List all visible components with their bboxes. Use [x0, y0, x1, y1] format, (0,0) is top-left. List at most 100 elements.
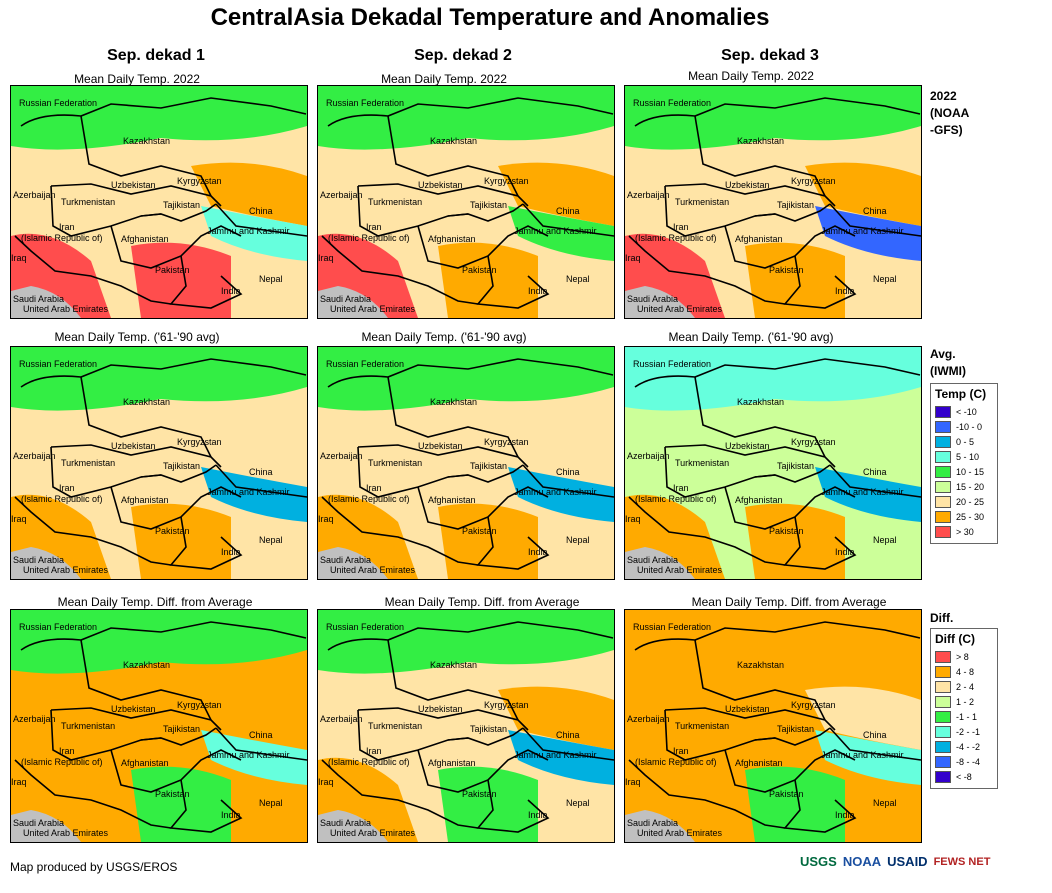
country-border [387, 376, 519, 458]
map-label: Afghanistan [735, 234, 783, 244]
map-label: Turkmenistan [675, 458, 729, 468]
country-border [321, 759, 479, 829]
map-label: (Islamic Republic of) [328, 233, 410, 243]
map-label: Kyrgyzstan [791, 437, 836, 447]
map-label: Kazakhstan [430, 397, 477, 407]
east-region [191, 423, 307, 487]
country-border [628, 759, 786, 829]
plateau-region [201, 206, 307, 261]
country-border [14, 235, 172, 305]
country-border [447, 727, 524, 746]
map-canvas: Russian Federation Kazakhstan Uzbekistan Ky… [11, 86, 307, 318]
map-label: Jammu and Kashmir [207, 487, 290, 497]
south-region [438, 242, 538, 318]
map-label: Uzbekistan [418, 704, 463, 714]
map-label: Azerbaijan [627, 451, 670, 461]
country-border [634, 358, 921, 388]
map-label: Pakistan [462, 789, 497, 799]
map-label: United Arab Emirates [330, 565, 416, 575]
country-border [694, 115, 826, 197]
map-label: Pakistan [155, 265, 190, 275]
map-label: Saudi Arabia [13, 555, 64, 565]
map-label: India [528, 286, 548, 296]
country-border [321, 235, 479, 305]
map-label: Jammu and Kashmir [514, 750, 597, 760]
map-label: United Arab Emirates [23, 304, 109, 314]
map-label: Iraq [625, 514, 641, 524]
row-label-avg: Avg. (IWMI) [930, 346, 966, 380]
map-label: Russian Federation [19, 359, 97, 369]
subtitle-r1-c1: Mean Daily Temp. ('61-'90 avg) [361, 330, 527, 344]
north-region [625, 610, 921, 674]
map-label: Saudi Arabia [320, 294, 371, 304]
map-label: Afghanistan [428, 495, 476, 505]
map-label: Kazakhstan [737, 397, 784, 407]
map-label: Afghanistan [121, 495, 169, 505]
difference-swatch [935, 710, 951, 723]
country-border [664, 444, 836, 468]
temperature-legend-label: 15 - 20 [956, 481, 985, 492]
country-border [754, 727, 831, 746]
map-label: China [249, 206, 273, 216]
plateau-region [815, 730, 921, 785]
south-region [438, 766, 538, 842]
map-label: India [528, 810, 548, 820]
temperature-legend-row: 25 - 30 [935, 509, 993, 524]
map-canvas: Russian Federation Kazakhstan Uzbekistan Ky… [11, 610, 307, 842]
temperature-swatch [935, 435, 951, 448]
east-region [498, 162, 614, 226]
map-label: Kyrgyzstan [177, 700, 222, 710]
map-label: (Islamic Republic of) [635, 494, 717, 504]
country-border [20, 358, 307, 388]
map-label: Iran [59, 483, 75, 493]
map-r1-c1: Russian Federation Kazakhstan Uzbekistan Ky… [317, 346, 615, 580]
noaa-logo: NOAA [842, 854, 882, 869]
temperature-legend-items: < -10 -10 - 0 0 - 5 5 - 10 10 - 15 15 - 20 20 … [935, 404, 993, 539]
east-region [805, 423, 921, 487]
map-label: Turkmenistan [675, 721, 729, 731]
difference-legend-row: 4 - 8 [935, 664, 993, 679]
map-label: Turkmenistan [368, 197, 422, 207]
map-label: India [528, 547, 548, 557]
temperature-legend-row: -10 - 0 [935, 419, 993, 434]
north-region [11, 86, 307, 150]
plateau-region [201, 467, 307, 522]
map-label: Azerbaijan [13, 714, 56, 724]
difference-legend-label: 2 - 4 [956, 681, 975, 692]
map-r1-c2: Russian Federation Kazakhstan Uzbekistan Ky… [624, 346, 922, 580]
map-label: Tajikistan [777, 461, 814, 471]
map-label: Jammu and Kashmir [821, 487, 904, 497]
map-label: Azerbaijan [13, 451, 56, 461]
map-label: Pakistan [769, 265, 804, 275]
temperature-legend-label: 20 - 25 [956, 496, 985, 507]
north-region [318, 86, 614, 150]
map-label: Azerbaijan [320, 451, 363, 461]
difference-legend-label: -2 - -1 [956, 726, 981, 737]
map-label: Tajikistan [163, 200, 200, 210]
map-label: China [249, 730, 273, 740]
map-label: Iran [59, 222, 75, 232]
map-label: United Arab Emirates [23, 565, 109, 575]
temperature-legend-label: < -10 [956, 406, 977, 417]
map-label: Afghanistan [428, 758, 476, 768]
map-label: United Arab Emirates [330, 828, 416, 838]
map-r2-c2: Russian Federation Kazakhstan Uzbekistan Ky… [624, 609, 922, 843]
map-label: United Arab Emirates [637, 828, 723, 838]
east-region [498, 686, 614, 750]
gulf-region [318, 286, 388, 318]
country-border [20, 621, 307, 651]
map-label: China [863, 206, 887, 216]
temperature-swatch [935, 420, 951, 433]
map-label: Saudi Arabia [13, 818, 64, 828]
map-r2-c1: Russian Federation Kazakhstan Uzbekistan Ky… [317, 609, 615, 843]
map-label: Iraq [11, 514, 27, 524]
map-label: Nepal [259, 274, 283, 284]
map-label: Iran [366, 746, 382, 756]
map-label: Iran [673, 222, 689, 232]
map-label: Iraq [11, 777, 27, 787]
map-label: Jammu and Kashmir [821, 750, 904, 760]
map-label: Iran [673, 746, 689, 756]
east-region [498, 423, 614, 487]
map-label: Uzbekistan [725, 441, 770, 451]
usgs-logo: USGS [800, 854, 837, 869]
